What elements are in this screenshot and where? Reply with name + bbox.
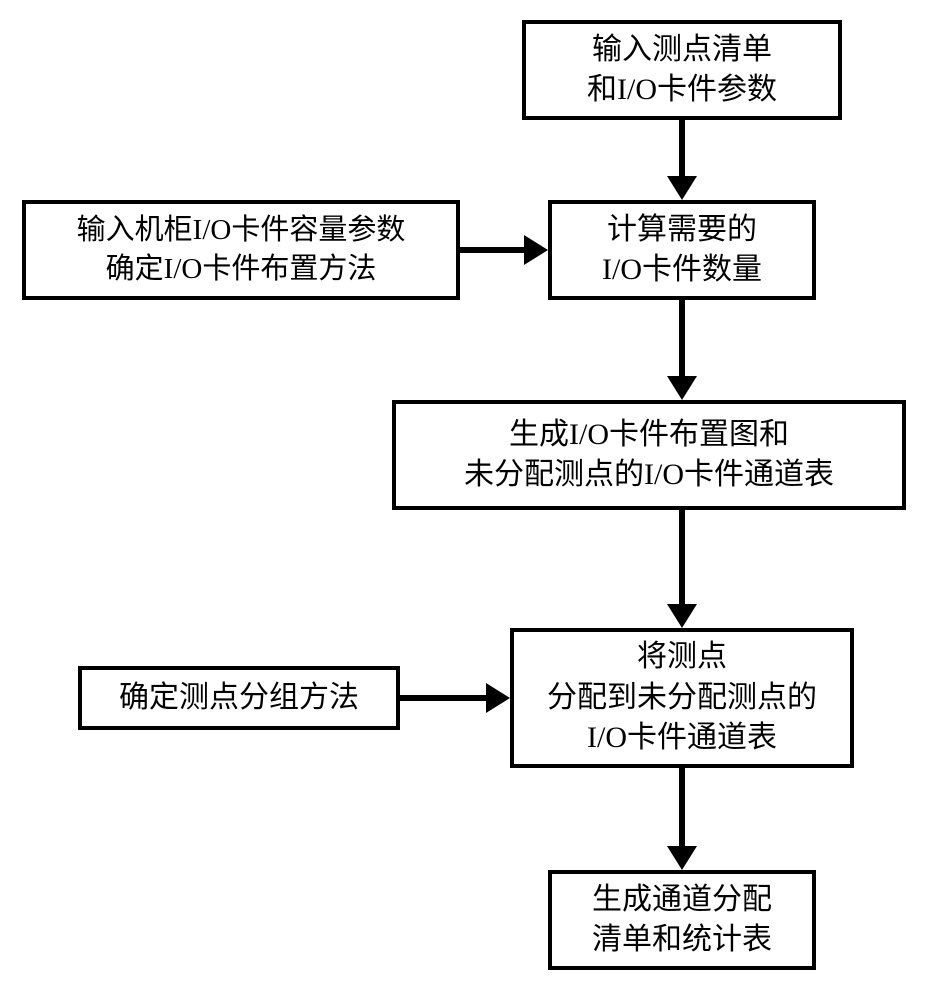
flow-node-input-points: 输入测点清单 和I/O卡件参数 — [522, 20, 842, 120]
flow-node-calc-io-count: 计算需要的 I/O卡件数量 — [548, 200, 816, 300]
flow-node-assign-points: 将测点 分配到未分配测点的 I/O卡件通道表 — [510, 628, 854, 768]
node-text: 生成I/O卡件布置图和 — [464, 415, 834, 456]
node-text: 未分配测点的I/O卡件通道表 — [464, 455, 834, 496]
flow-node-gen-layout: 生成I/O卡件布置图和 未分配测点的I/O卡件通道表 — [392, 400, 906, 510]
arrow-line — [400, 695, 486, 701]
node-text: 输入机柜I/O卡件容量参数 — [77, 211, 406, 250]
arrow-head — [524, 235, 548, 265]
node-text: I/O卡件通道表 — [547, 718, 817, 759]
node-text: I/O卡件数量 — [602, 250, 762, 291]
arrow-head — [667, 376, 697, 400]
node-text: 将测点 — [547, 637, 817, 678]
node-text: 分配到未分配测点的 — [547, 678, 817, 719]
arrow-line — [679, 120, 685, 176]
arrow-line — [460, 247, 524, 253]
node-text: 确定I/O卡件布置方法 — [77, 250, 406, 289]
arrow-head — [486, 683, 510, 713]
flow-node-gen-report: 生成通道分配 清单和统计表 — [548, 870, 816, 970]
arrow-line — [679, 768, 685, 846]
node-text: 计算需要的 — [602, 210, 762, 251]
arrow-line — [679, 510, 685, 604]
flow-node-grouping-method: 确定测点分组方法 — [78, 666, 400, 730]
flow-node-input-cabinet-params: 输入机柜I/O卡件容量参数 确定I/O卡件布置方法 — [22, 200, 460, 300]
arrow-head — [667, 604, 697, 628]
node-text: 确定测点分组方法 — [119, 678, 359, 719]
arrow-head — [667, 846, 697, 870]
node-text: 输入测点清单 — [587, 30, 777, 71]
node-text: 清单和统计表 — [592, 920, 772, 961]
node-text: 生成通道分配 — [592, 880, 772, 921]
arrow-head — [667, 176, 697, 200]
arrow-line — [679, 300, 685, 376]
node-text: 和I/O卡件参数 — [587, 70, 777, 111]
